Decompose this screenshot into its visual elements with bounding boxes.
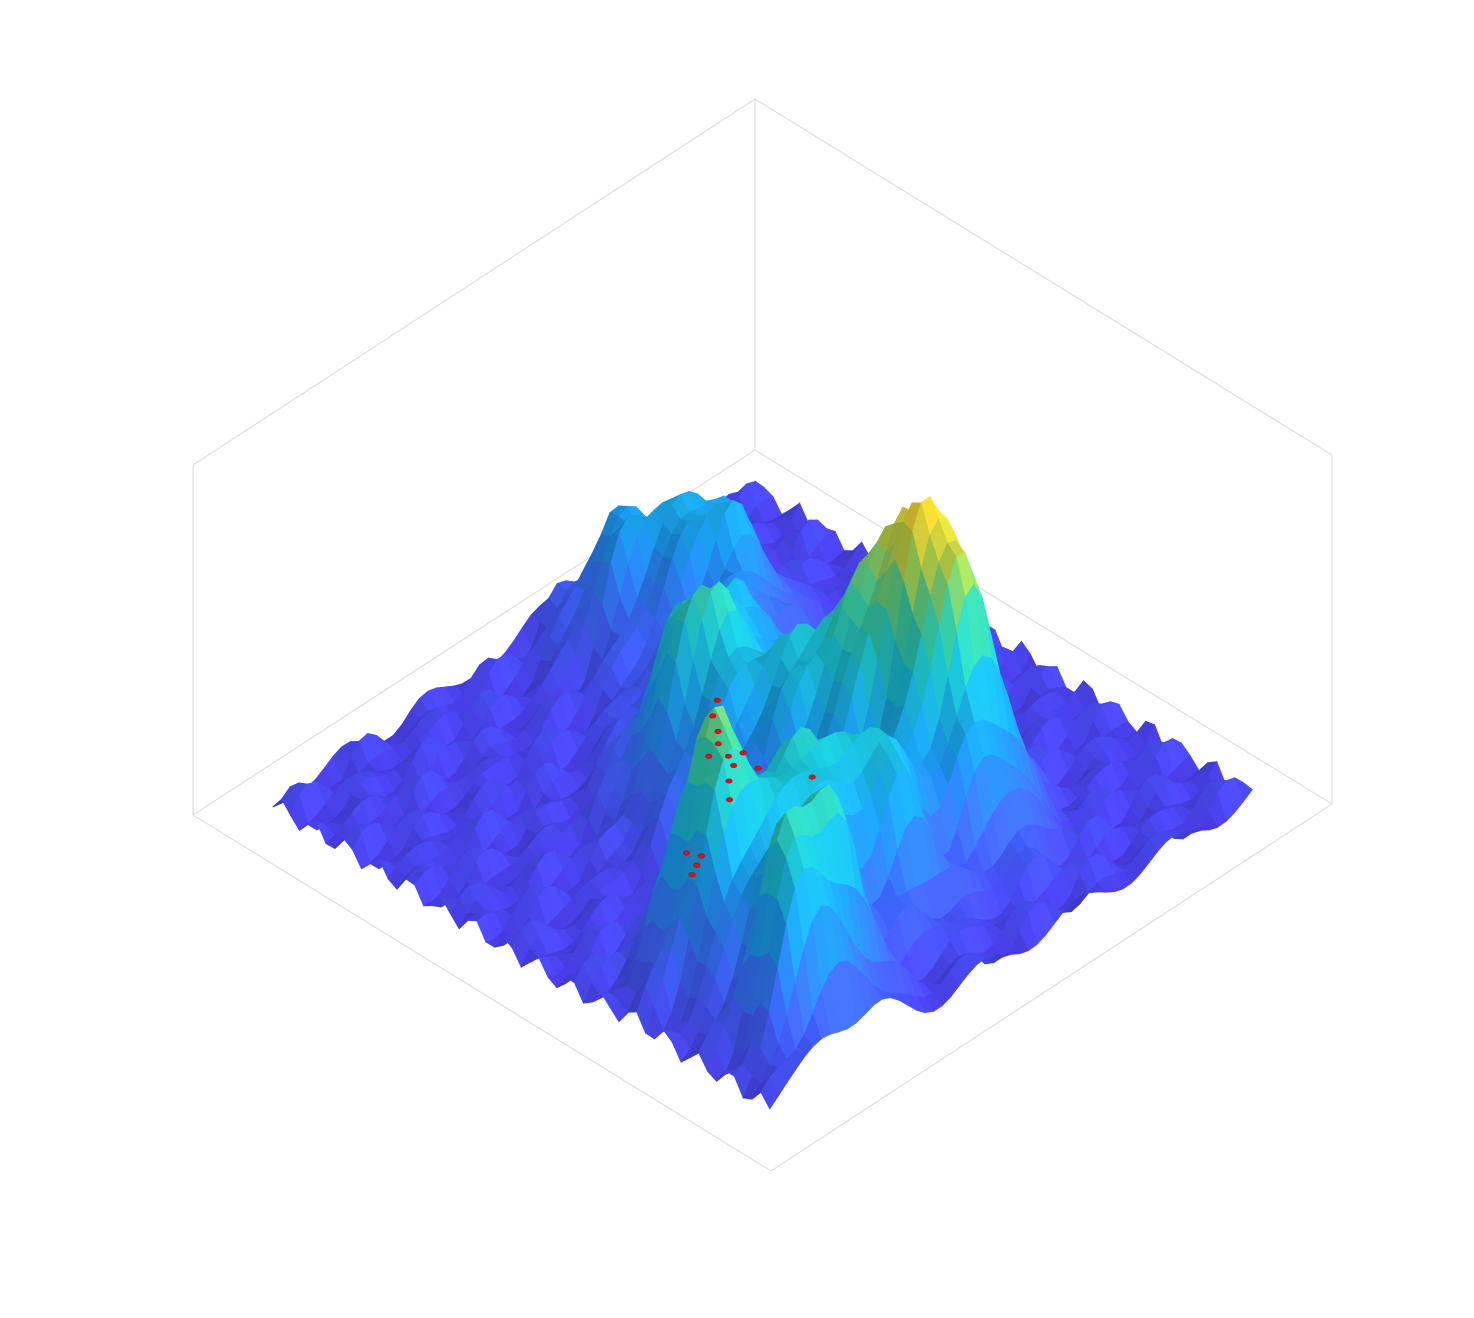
marker-point (688, 872, 696, 878)
box-edge-back-right-top (754, 98, 1333, 456)
surface-facet (760, 1077, 779, 1110)
marker-point (724, 753, 732, 759)
marker-point (709, 713, 717, 719)
axes-box-front (192, 803, 1333, 1172)
marker-point (713, 697, 721, 703)
marker-point (725, 778, 733, 784)
box-edge-back-left-top (192, 98, 756, 466)
box-edge-front-floor-left (192, 814, 772, 1172)
marker-point (683, 850, 691, 856)
surface-mesh (272, 480, 1253, 1110)
marker-point (705, 753, 713, 759)
box-edge-back-floor-right (754, 449, 1333, 805)
box-edge-front-floor-right (770, 803, 1333, 1172)
axes-box-back (192, 98, 1333, 816)
marker-points (683, 697, 816, 878)
marker-point (693, 862, 701, 868)
marker-point (714, 741, 722, 747)
marker-point (697, 853, 705, 859)
marker-point (730, 762, 738, 768)
marker-point (714, 728, 722, 734)
marker-point (725, 797, 733, 803)
marker-point (754, 765, 762, 771)
marker-point (739, 750, 747, 756)
marker-point (808, 774, 816, 780)
